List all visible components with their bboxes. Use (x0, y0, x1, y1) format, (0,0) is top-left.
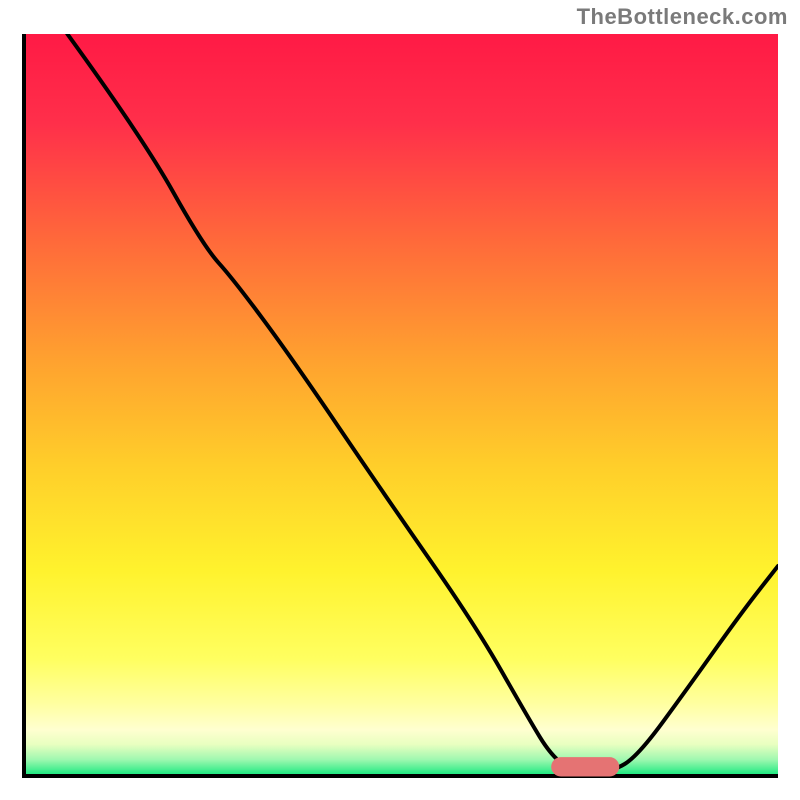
bottleneck-chart-svg (22, 34, 778, 778)
watermark-text: TheBottleneck.com (577, 4, 788, 30)
optimal-marker (551, 757, 619, 776)
heat-gradient-fill (22, 34, 778, 778)
chart-plot-area (22, 34, 778, 778)
